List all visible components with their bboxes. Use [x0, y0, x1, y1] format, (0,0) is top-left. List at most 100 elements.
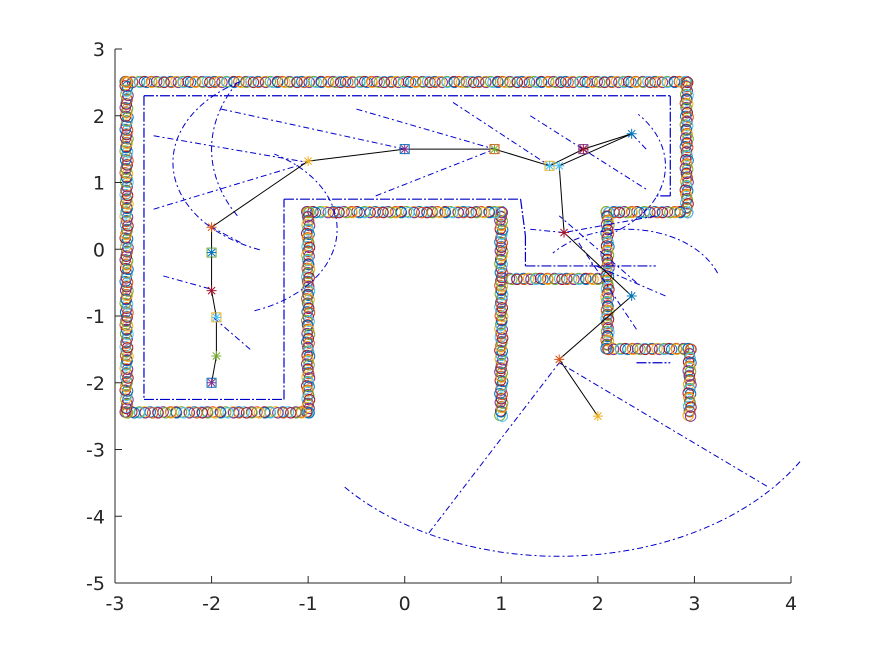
wall-marker [121, 181, 133, 193]
wall-marker [495, 297, 507, 310]
wall-marker [246, 407, 258, 419]
wall-marker [121, 289, 133, 302]
wall-marker [626, 206, 638, 219]
wall-marker [496, 293, 508, 305]
wall-marker [235, 76, 247, 89]
star-stroke [304, 157, 313, 166]
wall-marker [159, 407, 172, 419]
wall-marker [495, 319, 507, 331]
wall-marker [473, 76, 485, 89]
wall-marker [606, 76, 618, 89]
scan-ray [452, 101, 550, 167]
wall-marker [120, 163, 133, 176]
wall-marker [436, 76, 448, 89]
trajectory-point-star [211, 351, 222, 362]
wall-marker [492, 76, 504, 89]
wall-markers-layer [119, 75, 697, 422]
wall-marker [478, 206, 490, 219]
wall-marker [359, 206, 371, 219]
wall-marker [639, 343, 651, 356]
trajectory-line-2 [558, 133, 633, 417]
wall-marker [495, 276, 507, 288]
wall-marker [120, 294, 133, 306]
wall-marker [183, 407, 196, 419]
wall-marker [264, 407, 277, 419]
wall-marker [121, 215, 133, 228]
wall-marker [170, 407, 183, 419]
scan-ray [558, 215, 637, 284]
wall-marker [302, 211, 314, 223]
wall-marker [284, 76, 296, 89]
wall-marker [377, 206, 389, 219]
wall-marker [121, 281, 133, 293]
wall-marker [121, 385, 134, 397]
wall-marker [295, 407, 308, 419]
wall-marker [613, 76, 625, 89]
wall-marker [303, 76, 315, 89]
wall-marker [120, 207, 133, 219]
wall-marker [483, 206, 496, 219]
wall-marker [178, 407, 190, 419]
scan-ray [153, 135, 309, 163]
scan-ray [211, 315, 251, 350]
wall-marker [581, 76, 594, 89]
wall-marker [496, 323, 508, 336]
wall-marker [285, 407, 297, 419]
wall-marker [121, 254, 134, 267]
wall-marker [664, 206, 676, 219]
star-stroke [490, 145, 499, 154]
wall-marker [496, 206, 508, 219]
wall-marker [121, 211, 134, 223]
wall-marker [121, 246, 133, 258]
wall-marker [139, 407, 151, 419]
star-stroke [207, 286, 216, 295]
wall-marker [496, 388, 508, 401]
trajectory-point-star [206, 247, 217, 258]
wall-marker [470, 206, 483, 219]
wall-marker [441, 76, 454, 89]
wall-marker [417, 76, 429, 89]
scan-ray [529, 115, 647, 190]
wall-marker [421, 206, 433, 219]
wall-marker [646, 343, 659, 356]
wall-marker [120, 185, 133, 197]
scan-arc [172, 81, 263, 251]
wall-marker [680, 81, 693, 93]
scan-ray [530, 228, 565, 234]
wall-marker [196, 407, 209, 419]
wall-marker [537, 273, 549, 285]
wall-marker [121, 302, 133, 315]
wall-marker [121, 224, 133, 236]
star-stroke [212, 352, 221, 361]
x-tick-label: 4 [785, 593, 797, 615]
scan-arc [344, 459, 803, 557]
wall-marker [556, 273, 568, 285]
wall-marker [495, 306, 508, 318]
wall-marker [408, 206, 420, 219]
wall-marker [121, 276, 134, 289]
wall-marker [290, 407, 302, 419]
wall-marker [120, 337, 133, 349]
wall-marker [511, 76, 524, 89]
wall-marker [121, 389, 133, 402]
y-tick-label: 2 [93, 106, 105, 128]
wall-marker [302, 363, 314, 375]
wall-marker [601, 253, 614, 266]
trajectory-point-star [554, 354, 565, 365]
wall-marker [121, 233, 134, 245]
star-stroke [545, 161, 554, 170]
star-stroke [627, 129, 636, 138]
wall-marker [601, 318, 614, 330]
wall-marker [496, 237, 508, 249]
y-tick-label: 1 [93, 173, 105, 195]
wall-marker [574, 76, 587, 89]
trajectory-point-star [544, 160, 555, 171]
wall-marker [233, 407, 245, 419]
wall-marker [165, 407, 177, 419]
trajectory-point-star [578, 144, 589, 155]
wall-marker [121, 298, 134, 310]
trajectory-point-star [211, 312, 222, 323]
wall-marker [141, 76, 153, 89]
wall-marker [329, 76, 342, 89]
